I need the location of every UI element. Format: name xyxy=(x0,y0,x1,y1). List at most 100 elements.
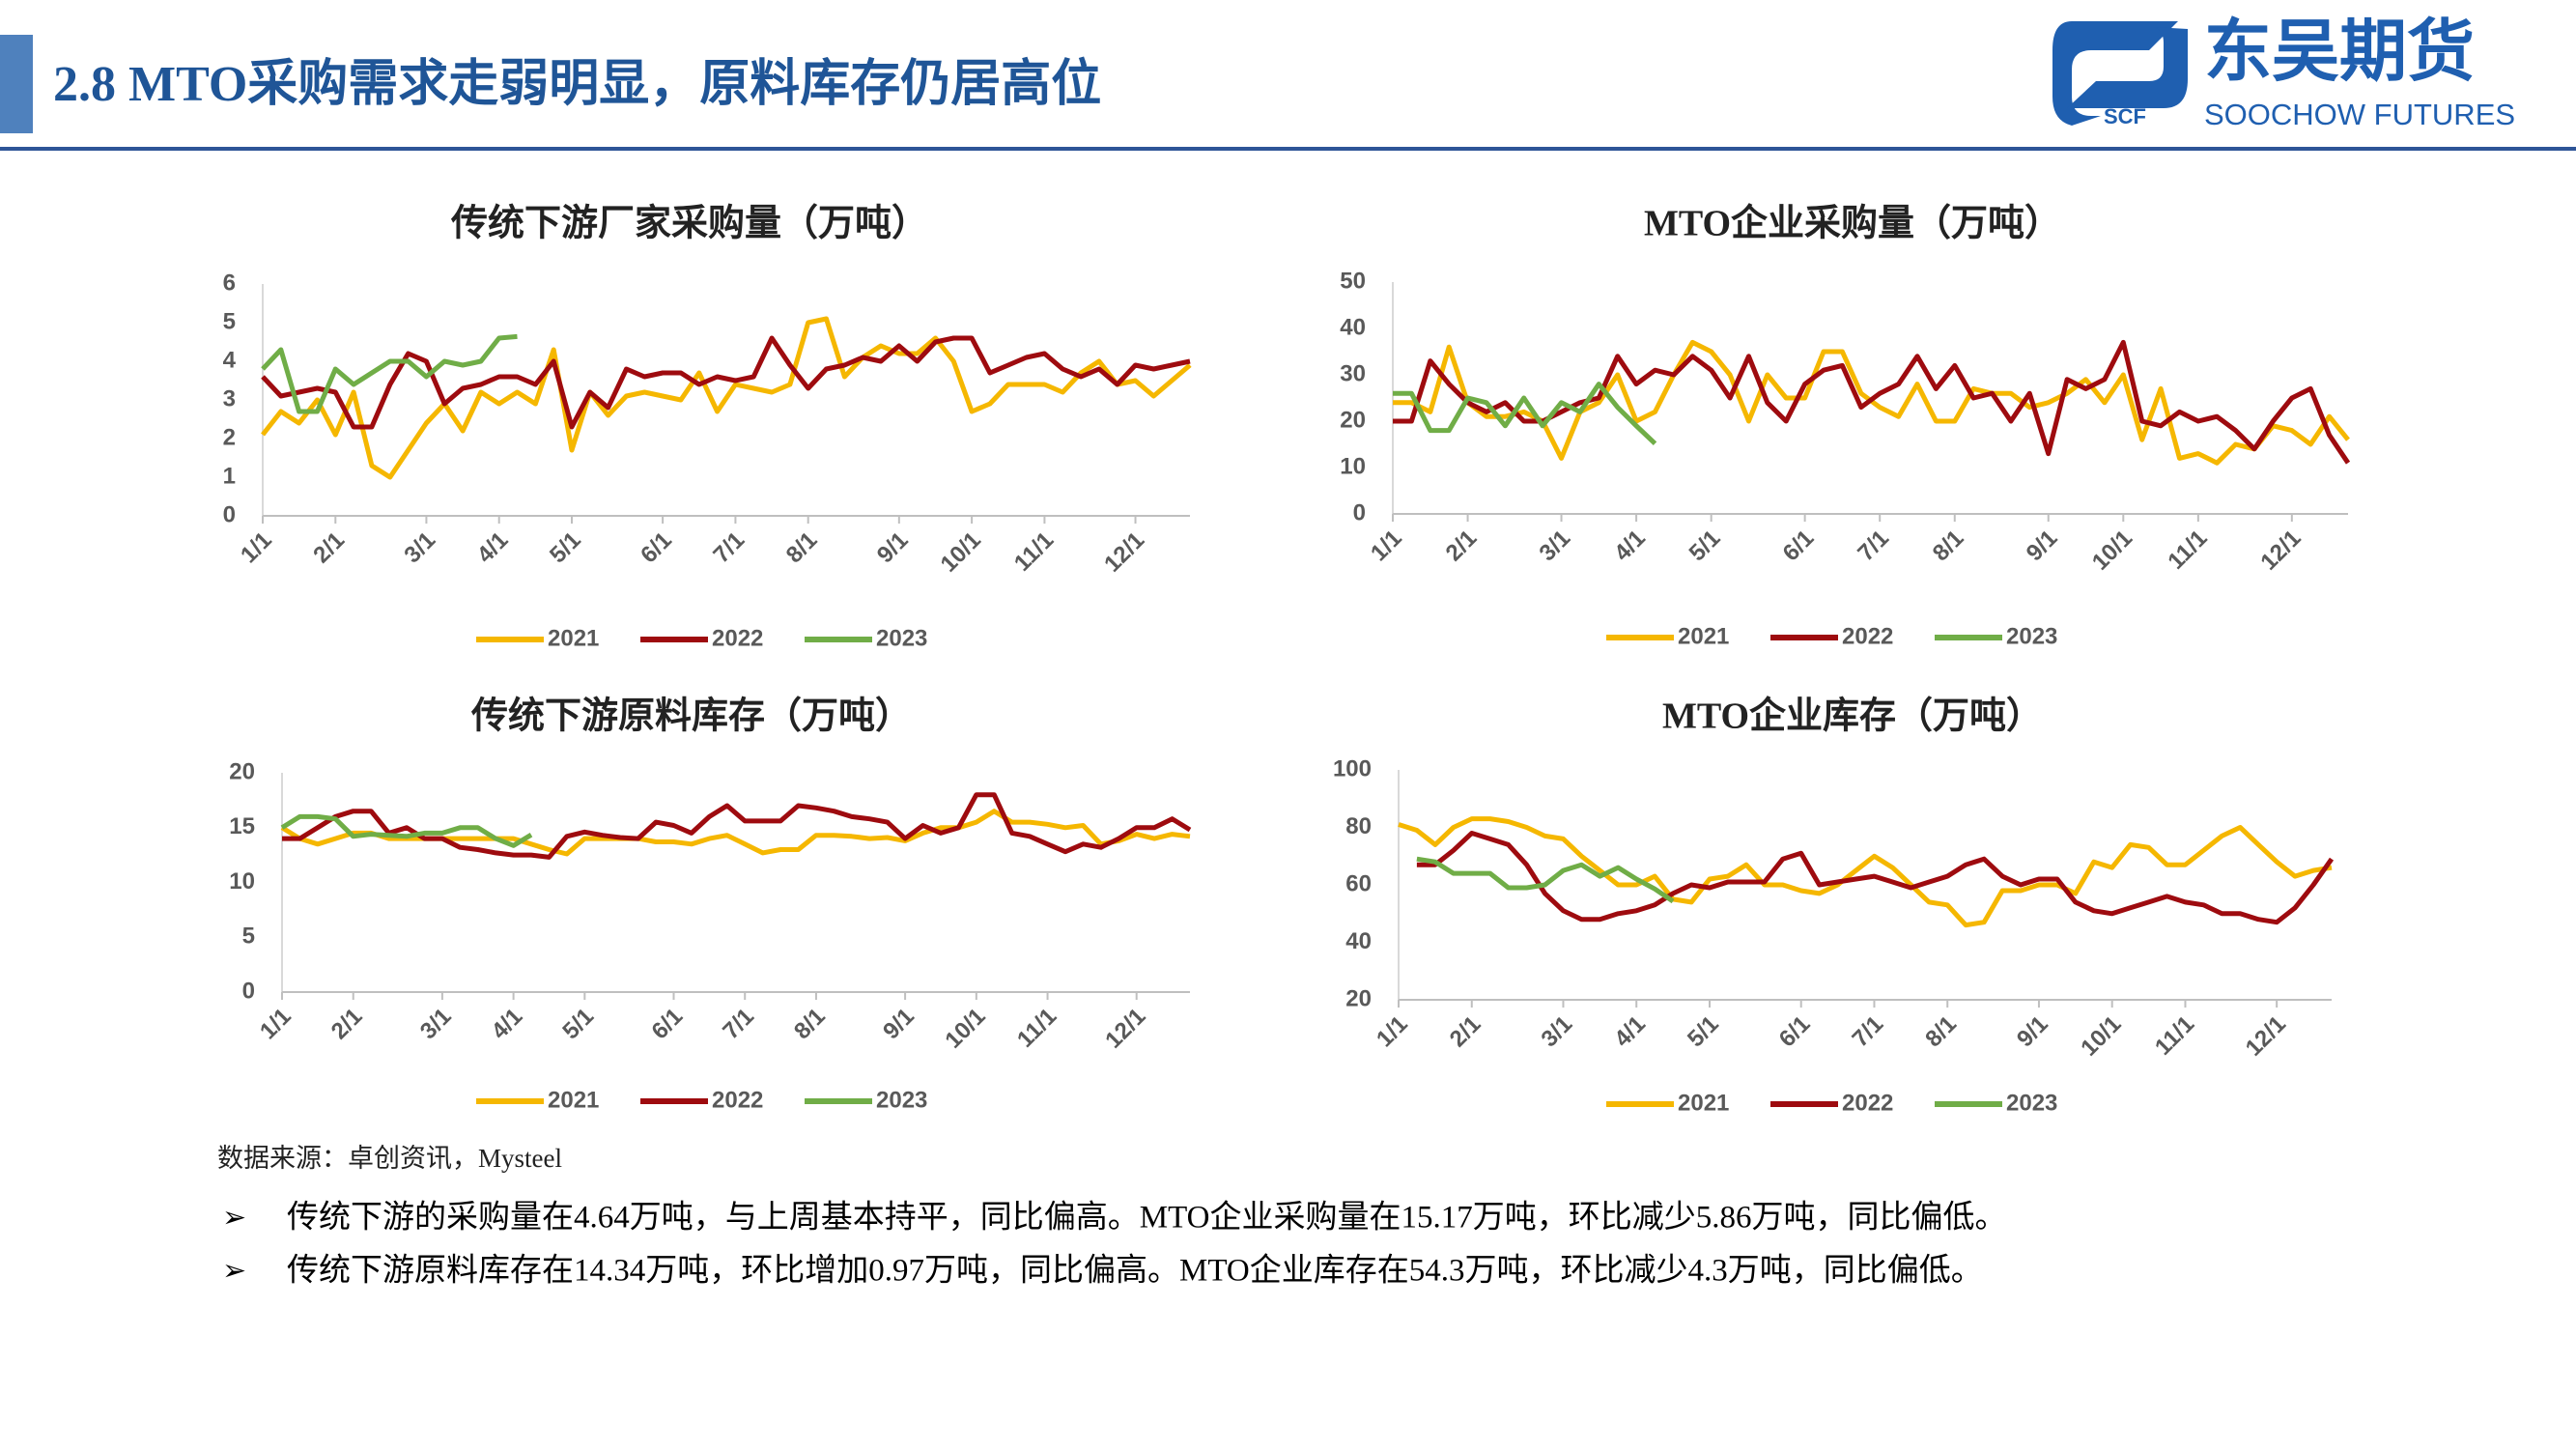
x-tick-label: 2/1 xyxy=(1445,1011,1486,1053)
legend-label: 2022 xyxy=(712,1087,763,1113)
x-tick-label: 2/1 xyxy=(1441,526,1483,567)
source-note: 数据来源：卓创资讯，Mysteel xyxy=(217,1144,562,1173)
y-tick-label: 80 xyxy=(1345,813,1372,839)
x-tick-label: 7/1 xyxy=(1848,1011,1889,1053)
chart-title: MTO企业库存（万吨） xyxy=(1662,696,2043,737)
logo: SCF xyxy=(2052,21,2188,128)
x-tick-label: 11/1 xyxy=(1009,527,1059,577)
x-tick-label: 5/1 xyxy=(557,1004,599,1045)
x-tick-label: 10/1 xyxy=(936,527,986,578)
series-line xyxy=(282,792,1192,860)
x-tick-label: 4/1 xyxy=(472,527,514,569)
series-line xyxy=(1398,816,2333,928)
x-tick-label: 2/1 xyxy=(308,527,350,569)
x-tick-label: 3/1 xyxy=(415,1004,457,1045)
legend-label: 2023 xyxy=(2006,1090,2057,1116)
x-tick-label: 9/1 xyxy=(872,527,914,569)
x-tick-label: 4/1 xyxy=(487,1004,528,1045)
y-tick-label: 40 xyxy=(1345,928,1372,954)
x-tick-label: 7/1 xyxy=(718,1004,759,1045)
x-tick-label: 8/1 xyxy=(781,527,823,569)
y-tick-label: 30 xyxy=(1340,360,1366,386)
legend-label: 2023 xyxy=(876,625,927,651)
x-tick-label: 4/1 xyxy=(1609,1011,1651,1053)
x-tick-label: 9/1 xyxy=(2012,1011,2053,1053)
y-tick-label: 40 xyxy=(1340,314,1366,340)
legend-label: 2021 xyxy=(1678,623,1729,649)
bullet-text: 传统下游的采购量在4.64万吨，与上周基本持平，同比偏高。MTO企业采购量在15… xyxy=(287,1200,2007,1236)
x-tick-label: 6/1 xyxy=(647,1004,689,1045)
y-tick-label: 10 xyxy=(229,868,255,895)
x-tick-label: 11/1 xyxy=(2150,1011,2199,1061)
x-tick-label: 1/1 xyxy=(1366,526,1407,567)
series-line xyxy=(261,333,518,414)
y-tick-label: 20 xyxy=(1340,407,1366,433)
bullet-text: 传统下游原料库存在14.34万吨，环比增加0.97万吨，同比偏高。MTO企业库存… xyxy=(287,1253,1983,1289)
brand-en: SOOCHOW FUTURES xyxy=(2204,98,2515,131)
x-tick-label: 10/1 xyxy=(2087,526,2137,576)
bullet-arrow: ➢ xyxy=(222,1255,246,1287)
y-tick-label: 1 xyxy=(223,463,236,489)
x-tick-label: 3/1 xyxy=(1535,526,1576,567)
legend-label: 2023 xyxy=(2006,623,2057,649)
y-tick-label: 4 xyxy=(223,347,237,373)
legend-label: 2022 xyxy=(1842,1090,1893,1116)
y-tick-label: 0 xyxy=(242,978,255,1004)
legend-label: 2022 xyxy=(712,625,763,651)
chart-title: MTO企业采购量（万吨） xyxy=(1644,203,2061,244)
legend-label: 2021 xyxy=(548,1087,599,1113)
title-bar xyxy=(0,35,33,133)
y-tick-label: 2 xyxy=(223,424,236,450)
x-tick-label: 10/1 xyxy=(2076,1011,2126,1062)
legend-label: 2021 xyxy=(1678,1090,1729,1116)
x-tick-label: 11/1 xyxy=(1012,1004,1062,1053)
y-tick-label: 0 xyxy=(223,501,236,527)
series-line xyxy=(280,813,533,848)
chart-title: 传统下游厂家采购量（万吨） xyxy=(450,204,928,244)
logo-text: SCF xyxy=(2104,104,2146,128)
x-tick-label: 9/1 xyxy=(2022,526,2063,567)
x-tick-label: 5/1 xyxy=(1684,526,1726,567)
y-tick-label: 5 xyxy=(223,308,236,334)
x-tick-label: 1/1 xyxy=(236,527,277,569)
x-tick-label: 6/1 xyxy=(636,527,677,569)
x-tick-label: 8/1 xyxy=(1920,1011,1962,1053)
x-tick-label: 7/1 xyxy=(708,527,750,569)
series-line xyxy=(1416,831,2335,925)
y-tick-label: 3 xyxy=(223,385,236,412)
y-tick-label: 20 xyxy=(229,758,255,784)
x-tick-label: 12/1 xyxy=(1099,527,1149,578)
x-tick-label: 4/1 xyxy=(1609,526,1651,567)
series-line xyxy=(1393,382,1657,446)
x-tick-label: 2/1 xyxy=(326,1004,368,1045)
x-tick-label: 5/1 xyxy=(1683,1011,1724,1053)
x-tick-label: 12/1 xyxy=(2255,526,2306,576)
y-tick-label: 5 xyxy=(242,923,255,950)
x-tick-label: 1/1 xyxy=(1372,1011,1413,1053)
series-line xyxy=(1416,856,1675,904)
x-tick-label: 11/1 xyxy=(2163,526,2212,575)
slide-title: 2.8 MTO采购需求走弱明显，原料库存仍居高位 xyxy=(53,56,1101,112)
y-tick-label: 6 xyxy=(223,270,236,296)
x-tick-label: 12/1 xyxy=(1100,1004,1150,1054)
y-tick-label: 50 xyxy=(1340,268,1366,294)
x-tick-label: 8/1 xyxy=(1928,526,1969,567)
y-tick-label: 60 xyxy=(1345,870,1372,896)
x-tick-label: 6/1 xyxy=(1774,1011,1816,1053)
y-tick-label: 15 xyxy=(229,813,255,839)
x-tick-label: 9/1 xyxy=(878,1004,920,1045)
x-tick-label: 6/1 xyxy=(1778,526,1820,567)
legend-label: 2021 xyxy=(548,625,599,651)
bullet-arrow: ➢ xyxy=(222,1202,246,1234)
y-tick-label: 100 xyxy=(1333,755,1372,781)
chart-title: 传统下游原料库存（万吨） xyxy=(470,696,912,737)
x-tick-label: 10/1 xyxy=(940,1004,990,1054)
x-tick-label: 7/1 xyxy=(1853,526,1894,567)
x-tick-label: 8/1 xyxy=(789,1004,831,1045)
series-line xyxy=(261,335,1191,430)
x-tick-label: 3/1 xyxy=(399,527,440,569)
y-tick-label: 20 xyxy=(1345,985,1372,1011)
y-tick-label: 0 xyxy=(1353,499,1366,526)
brand-cn: 东吴期货 xyxy=(2204,12,2475,91)
